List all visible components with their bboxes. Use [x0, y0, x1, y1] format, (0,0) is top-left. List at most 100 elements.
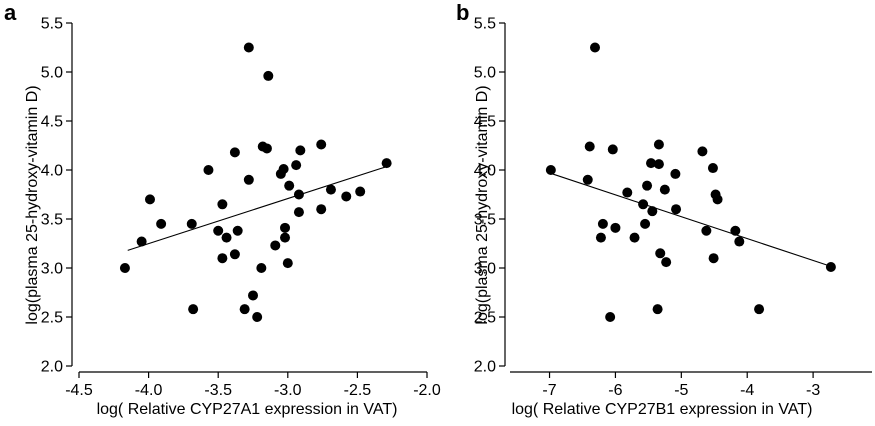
panel-b-ticks: 2.0 2.5 3.0 3.5 4.0 4.5 5.0 5.5 -7 -6 -5 -4 -3: [474, 16, 821, 400]
data-point: [186, 218, 197, 229]
data-point: [708, 253, 719, 264]
data-point: [217, 199, 228, 210]
data-point: [316, 139, 327, 150]
data-point: [701, 225, 712, 236]
panel-b-points: [545, 42, 836, 322]
data-point: [256, 263, 267, 273]
data-point: [707, 163, 718, 174]
y-tick-label: 4.5: [41, 114, 63, 131]
data-point: [243, 174, 254, 185]
panel-b-scatter-chart: b log(plasma 25-hydroxy-vitamin D) log( …: [456, 0, 872, 418]
data-point: [629, 232, 640, 243]
data-point: [659, 184, 670, 195]
x-tick-label: -6: [608, 382, 622, 399]
data-point: [270, 240, 281, 251]
panel-a-x-axis-label: log( Relative CYP27A1 expression in VAT): [97, 401, 398, 418]
regression-line: [127, 166, 386, 251]
data-point: [263, 70, 274, 81]
data-point: [734, 236, 745, 247]
x-tick-label: -7: [542, 382, 556, 399]
data-point: [653, 159, 664, 170]
data-point: [144, 194, 155, 205]
data-point: [119, 263, 130, 273]
x-tick-label: -4.0: [135, 382, 163, 399]
data-point: [640, 218, 651, 229]
panel-a-letter: a: [4, 0, 17, 25]
data-point: [284, 180, 295, 191]
data-point: [280, 222, 291, 233]
y-tick-label: 3.5: [41, 212, 63, 229]
data-point: [712, 194, 723, 205]
data-point: [652, 304, 663, 315]
y-tick-label: 4.0: [474, 163, 496, 180]
x-tick-label: -2.5: [344, 382, 372, 399]
x-tick-label: -3: [806, 382, 820, 399]
data-point: [282, 258, 293, 269]
y-tick-label: 2.5: [474, 310, 496, 327]
x-tick-label: -4.5: [65, 382, 93, 399]
panel-a-fit: [127, 166, 386, 251]
data-point: [291, 160, 302, 171]
data-point: [655, 248, 666, 259]
data-point: [248, 290, 258, 301]
data-point: [638, 199, 649, 210]
panel-a-scatter-chart: a log(plasma 25-hydroxy-vitamin D) log( …: [4, 0, 441, 418]
y-tick-label: 4.0: [41, 163, 63, 180]
data-point: [825, 262, 836, 273]
data-point: [605, 312, 616, 322]
data-point: [355, 186, 366, 197]
x-tick-label: -3.0: [274, 382, 302, 399]
data-point: [647, 206, 658, 217]
data-point: [229, 249, 240, 260]
y-tick-label: 3.0: [474, 261, 496, 278]
data-point: [597, 218, 608, 229]
data-point: [188, 304, 199, 315]
data-point: [607, 144, 618, 155]
data-point: [582, 174, 593, 185]
x-tick-label: -3.5: [204, 382, 232, 399]
x-tick-label: -5: [674, 382, 688, 399]
data-point: [316, 204, 327, 215]
data-point: [730, 225, 741, 236]
data-point: [341, 191, 352, 202]
data-point: [595, 232, 606, 243]
data-point: [252, 312, 263, 322]
data-point: [232, 225, 243, 236]
y-tick-label: 4.5: [474, 114, 496, 131]
data-point: [239, 304, 250, 315]
data-point: [221, 232, 232, 243]
data-point: [203, 165, 214, 175]
data-point: [381, 158, 392, 169]
panel-a-axes: [71, 23, 427, 373]
y-tick-label: 2.0: [474, 359, 496, 376]
data-point: [213, 225, 224, 236]
x-tick-label: -4: [740, 382, 754, 399]
data-point: [156, 218, 167, 229]
y-tick-label: 2.5: [41, 310, 63, 327]
y-tick-label: 5.5: [41, 16, 63, 33]
panel-b-axes: [504, 23, 872, 373]
x-tick-label: -2.0: [413, 382, 441, 399]
data-point: [280, 232, 291, 243]
data-point: [670, 168, 681, 179]
data-point: [229, 147, 240, 158]
data-point: [754, 304, 765, 315]
data-point: [661, 257, 672, 268]
data-point: [261, 143, 272, 154]
data-point: [278, 164, 289, 175]
panel-a-ticks: 2.0 2.5 3.0 3.5 4.0 4.5 5.0 5.5 -4.5 -4.0 -3.5 -3.0…: [41, 16, 441, 400]
data-point: [590, 42, 601, 53]
y-tick-label: 5.0: [41, 65, 63, 82]
y-tick-label: 3.5: [474, 212, 496, 229]
panel-b-fit: [549, 172, 834, 268]
panel-b-letter: b: [456, 0, 469, 25]
panel-b-x-axis-label: log( Relative CYP27B1 expression in VAT): [512, 401, 813, 418]
data-point: [217, 253, 228, 264]
data-point: [642, 180, 653, 191]
data-point: [584, 141, 595, 152]
panel-a-points: [119, 42, 392, 322]
panel-a-y-axis-label: log(plasma 25-hydroxy-vitamin D): [24, 85, 41, 324]
y-tick-label: 5.5: [474, 16, 496, 33]
data-point: [610, 222, 621, 233]
